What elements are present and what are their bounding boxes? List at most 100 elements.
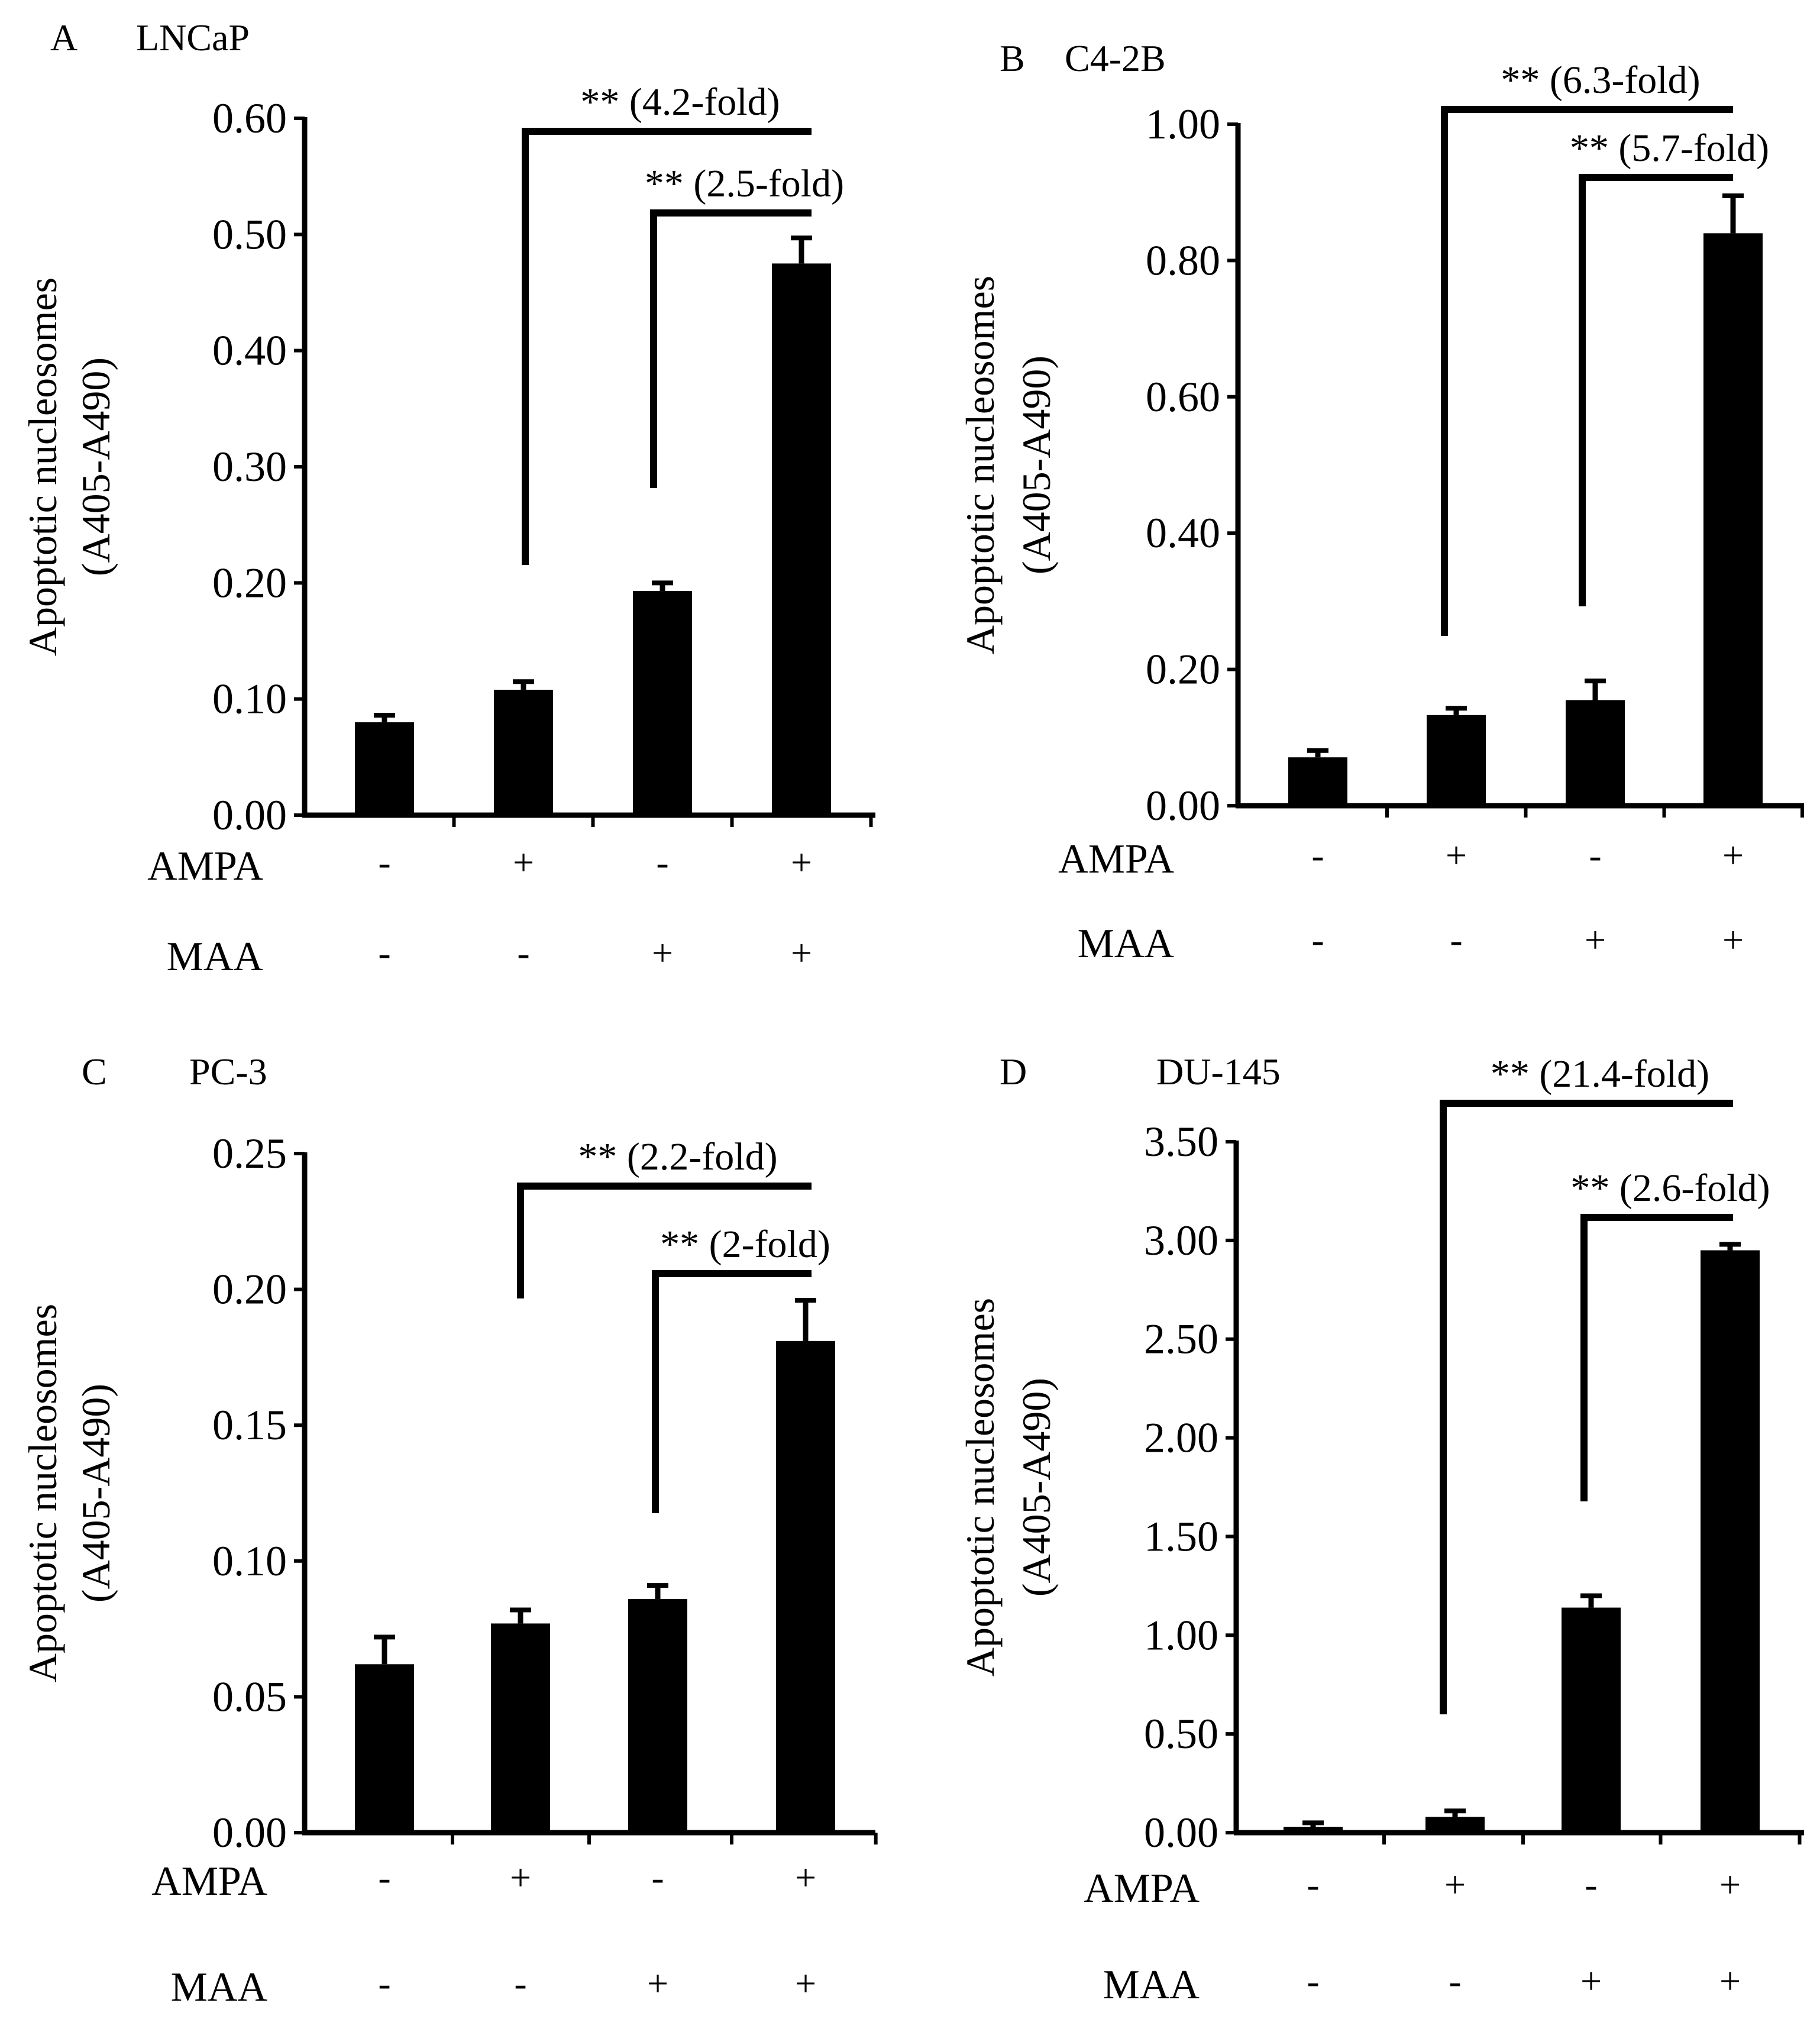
- panel-letter: A: [50, 17, 77, 59]
- treatment-sign: +: [1585, 919, 1606, 961]
- treatment-sign: -: [1449, 1960, 1461, 2002]
- y-axis-label: Apoptotic nucleosomes: [958, 1298, 1003, 1676]
- y-tick-label: 0.10: [212, 1537, 287, 1585]
- significance-label: ** (2.6-fold): [1570, 1167, 1770, 1210]
- y-axis-label: (A405-A490): [1014, 356, 1059, 574]
- treatment-sign: -: [517, 932, 529, 974]
- bar: [1562, 1607, 1621, 1833]
- panel-letter: C: [82, 1051, 107, 1093]
- y-tick-label: 0.40: [212, 327, 287, 374]
- treatment-sign: +: [1580, 1960, 1602, 2002]
- treatment-row-label: AMPA: [151, 1859, 267, 1904]
- bar: [776, 1340, 835, 1833]
- significance-bracket: [517, 1183, 812, 1298]
- y-tick-label: 0.60: [212, 95, 287, 142]
- treatment-sign: +: [513, 841, 534, 883]
- bar: [1701, 1250, 1760, 1833]
- significance-label: ** (2.2-fold): [578, 1135, 777, 1178]
- panel-D: D DU-145 Apoptotic nucleosomes (A405-A490) 0…: [958, 1051, 1804, 2008]
- y-tick-label: 2.50: [1144, 1316, 1218, 1363]
- treatment-sign: -: [1311, 919, 1324, 961]
- y-tick-label: 0.00: [212, 1809, 287, 1856]
- y-tick-label: 0.25: [212, 1130, 287, 1177]
- significance-label: ** (5.7-fold): [1570, 127, 1769, 170]
- bar: [1703, 233, 1763, 806]
- y-tick-label: 0.00: [1146, 782, 1220, 829]
- treatment-sign: -: [651, 1856, 664, 1898]
- treatment-sign: +: [510, 1856, 531, 1898]
- significance-bracket: [522, 128, 812, 565]
- treatment-sign: -: [1450, 919, 1462, 961]
- treatment-sign: -: [378, 841, 390, 883]
- bar: [1427, 715, 1486, 806]
- treatment-sign: -: [1585, 1863, 1597, 1905]
- bar: [628, 1599, 687, 1833]
- bar: [1288, 757, 1347, 806]
- treatment-sign: -: [378, 1856, 390, 1898]
- treatment-sign: +: [791, 841, 812, 883]
- treatment-sign: +: [1722, 919, 1744, 961]
- y-tick-label: 0.40: [1146, 509, 1220, 557]
- panel-A: A LNCaP Apoptotic nucleosomes (A405-A490) 0.…: [20, 17, 875, 980]
- y-tick-label: 0.30: [212, 443, 287, 490]
- treatment-sign: -: [378, 1962, 390, 2004]
- treatment-sign: +: [1722, 834, 1744, 876]
- cell-line-label: C4-2B: [1065, 37, 1166, 79]
- y-axis-label: (A405-A490): [73, 1384, 118, 1603]
- cell-line-label: PC-3: [189, 1051, 267, 1093]
- treatment-sign: +: [795, 1962, 816, 2004]
- y-tick-label: 0.50: [1144, 1710, 1218, 1758]
- y-tick-label: 0.60: [1146, 373, 1220, 421]
- y-tick-label: 2.00: [1144, 1414, 1218, 1462]
- y-tick-label: 0.15: [212, 1401, 287, 1449]
- significance-label: ** (2-fold): [660, 1223, 830, 1266]
- significance-bracket: [1441, 106, 1733, 636]
- y-tick-label: 1.00: [1146, 101, 1220, 148]
- y-axis-label: Apoptotic nucleosomes: [20, 1304, 65, 1682]
- treatment-row-label: AMPA: [1084, 1866, 1200, 1911]
- treatment-sign: +: [1446, 834, 1467, 876]
- treatment-row-label: MAA: [167, 934, 264, 980]
- y-tick-label: 1.00: [1144, 1611, 1218, 1659]
- y-tick-label: 0.05: [212, 1673, 287, 1720]
- significance-bracket: [650, 209, 812, 488]
- y-tick-label: 0.10: [212, 676, 287, 723]
- treatment-sign: -: [378, 932, 390, 974]
- significance-bracket: [1579, 174, 1733, 606]
- panel-C: C PC-3 Apoptotic nucleosomes (A405-A490) 0.0…: [20, 1051, 878, 2010]
- treatment-sign: +: [652, 932, 673, 974]
- y-tick-label: 0.20: [212, 1266, 287, 1313]
- bar: [494, 689, 553, 815]
- treatment-sign: +: [1719, 1863, 1741, 1905]
- treatment-row-label: MAA: [1078, 921, 1175, 967]
- treatment-row-label: MAA: [1103, 1962, 1200, 2008]
- bar: [355, 1664, 414, 1833]
- significance-label: ** (6.3-fold): [1501, 59, 1700, 102]
- y-tick-label: 3.00: [1144, 1217, 1218, 1264]
- bar: [1284, 1826, 1343, 1833]
- treatment-sign: +: [1444, 1863, 1466, 1905]
- bar: [772, 263, 831, 816]
- treatment-sign: -: [1311, 834, 1324, 876]
- treatment-row-label: AMPA: [147, 844, 263, 889]
- treatment-row-label: MAA: [171, 1965, 268, 2010]
- treatment-sign: -: [656, 841, 668, 883]
- cell-line-label: DU-145: [1156, 1051, 1281, 1093]
- significance-label: ** (2.5-fold): [645, 162, 844, 205]
- treatment-sign: -: [514, 1962, 526, 2004]
- bar: [1425, 1817, 1485, 1833]
- bar: [355, 722, 414, 815]
- cell-line-label: LNCaP: [136, 17, 250, 59]
- y-tick-label: 0.00: [212, 792, 287, 839]
- bar: [491, 1623, 550, 1833]
- significance-label: ** (21.4-fold): [1491, 1052, 1709, 1096]
- y-tick-label: 0.20: [1146, 646, 1220, 693]
- significance-bracket: [1580, 1214, 1733, 1501]
- treatment-sign: +: [795, 1856, 816, 1898]
- significance-bracket: [652, 1270, 812, 1513]
- significance-label: ** (4.2-fold): [580, 80, 780, 124]
- y-axis-label: (A405-A490): [73, 357, 118, 576]
- y-tick-label: 0.00: [1144, 1809, 1218, 1856]
- y-tick-label: 0.50: [212, 211, 287, 258]
